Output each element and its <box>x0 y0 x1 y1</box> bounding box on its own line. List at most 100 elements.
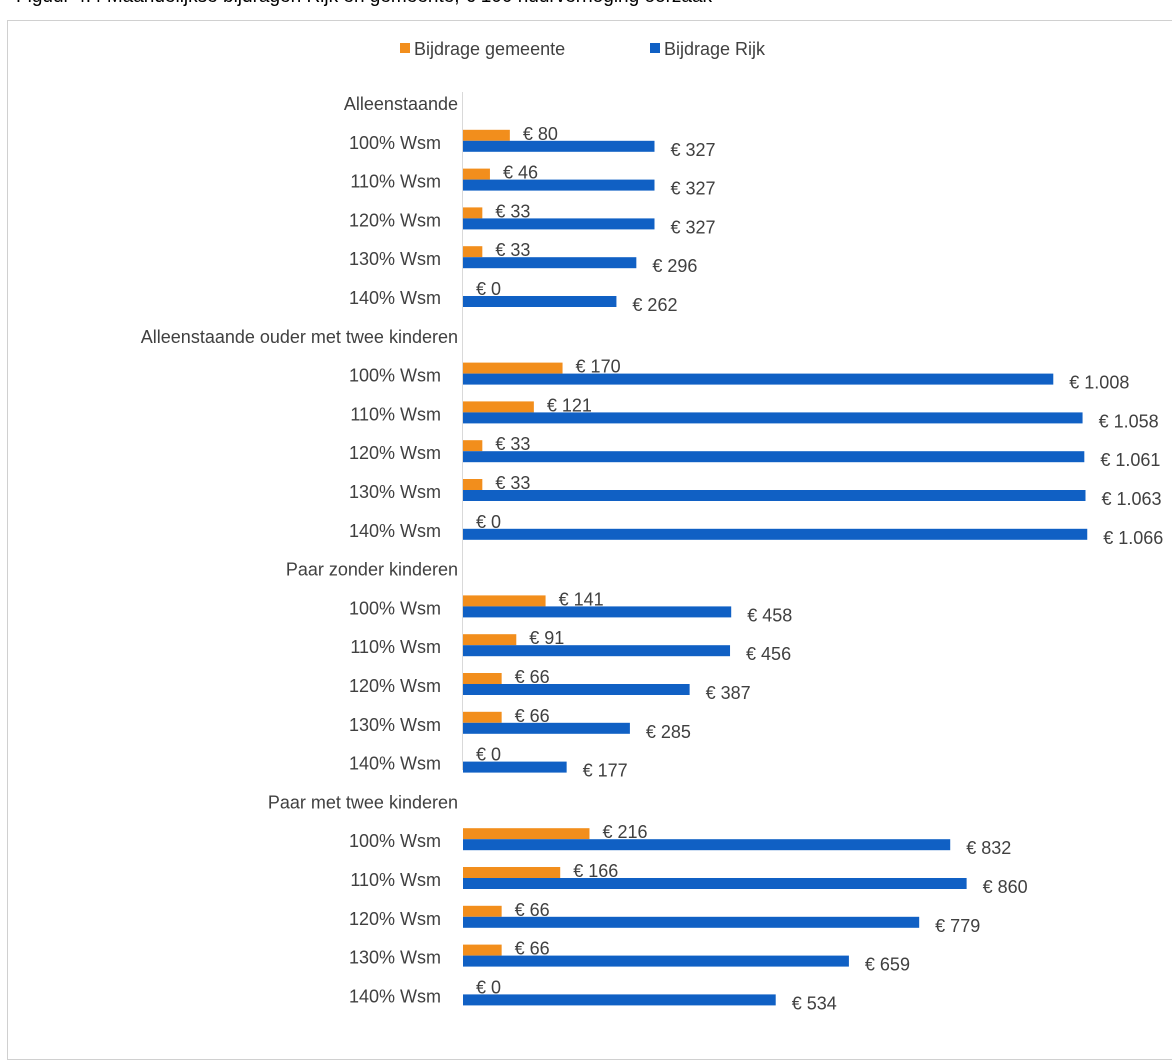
bar-gemeente <box>463 246 483 258</box>
data-label-gemeente: € 33 <box>495 434 530 454</box>
row-label: 100% Wsm <box>349 133 441 153</box>
data-label-rijk: € 860 <box>983 877 1028 897</box>
data-label-gemeente: € 46 <box>503 163 538 183</box>
bar-rijk <box>463 490 1086 501</box>
bars-layer: Alleenstaande 100% Wsm € 80 € 327 110% Wsm € … <box>141 94 1164 1013</box>
bar-rijk <box>463 140 655 152</box>
data-label-gemeente: € 0 <box>476 279 501 299</box>
bar-gemeente <box>463 867 561 878</box>
bar-rijk <box>463 179 655 191</box>
row-label: 120% Wsm <box>349 676 441 696</box>
row-label: 120% Wsm <box>349 443 441 463</box>
data-label-gemeente: € 121 <box>547 395 592 415</box>
bar-gemeente <box>463 207 483 219</box>
row-label: 110% Wsm <box>350 870 441 890</box>
bar-gemeente <box>463 711 502 723</box>
data-label-gemeente: € 166 <box>573 861 618 881</box>
data-label-gemeente: € 170 <box>576 357 621 377</box>
data-label-gemeente: € 33 <box>495 473 530 493</box>
data-label-gemeente: € 66 <box>515 900 550 920</box>
data-label-gemeente: € 80 <box>523 124 558 144</box>
data-label-gemeente: € 33 <box>495 201 530 221</box>
bar-rijk <box>463 761 567 773</box>
data-label-rijk: € 534 <box>792 993 837 1013</box>
row-label: 140% Wsm <box>349 754 441 774</box>
legend-label-gemeente: Bijdrage gemeente <box>414 39 565 59</box>
bar-gemeente <box>463 595 546 607</box>
bar-gemeente <box>463 440 483 452</box>
row-label: 130% Wsm <box>349 948 441 968</box>
group-label: Alleenstaande ouder met twee kinderen <box>141 327 458 347</box>
data-label-rijk: € 1.008 <box>1069 373 1129 393</box>
bar-rijk <box>463 684 690 695</box>
data-label-rijk: € 1.058 <box>1099 411 1159 431</box>
row-label: 130% Wsm <box>349 249 441 269</box>
bar-gemeente <box>463 673 502 684</box>
figure-caption: Figuur 4.4 Maandelijkse bijdragen Rijk e… <box>16 0 712 8</box>
bar-gemeente <box>463 479 483 490</box>
legend-swatch-gemeente <box>400 43 410 53</box>
bar-rijk <box>463 839 951 851</box>
legend: Bijdrage gemeente Bijdrage Rijk <box>400 39 766 59</box>
legend-swatch-rijk <box>650 43 660 53</box>
data-label-rijk: € 456 <box>746 644 791 664</box>
data-label-gemeente: € 91 <box>529 628 564 648</box>
data-label-rijk: € 327 <box>670 140 715 160</box>
bar-gemeente <box>463 944 502 956</box>
bar-rijk <box>463 218 655 230</box>
data-label-rijk: € 1.063 <box>1101 489 1161 509</box>
bar-rijk <box>463 296 617 307</box>
row-label: 110% Wsm <box>350 404 441 424</box>
data-label-gemeente: € 0 <box>476 512 501 532</box>
group-label: Paar met twee kinderen <box>268 792 458 812</box>
bar-rijk <box>463 645 731 657</box>
bar-gemeente <box>463 362 563 374</box>
bar-rijk <box>463 412 1083 424</box>
bar-rijk <box>463 606 732 618</box>
bar-gemeente <box>463 401 534 413</box>
bar-rijk <box>463 257 637 269</box>
row-label: 140% Wsm <box>349 986 441 1006</box>
group-label: Alleenstaande <box>344 94 458 114</box>
data-label-rijk: € 1.066 <box>1103 528 1163 548</box>
data-label-rijk: € 177 <box>583 761 628 781</box>
data-label-gemeente: € 141 <box>559 589 604 609</box>
row-label: 130% Wsm <box>349 482 441 502</box>
data-label-rijk: € 285 <box>646 722 691 742</box>
data-label-rijk: € 659 <box>865 955 910 975</box>
row-label: 100% Wsm <box>349 366 441 386</box>
bar-rijk <box>463 451 1085 463</box>
bar-rijk <box>463 955 849 967</box>
data-label-rijk: € 779 <box>935 916 980 936</box>
row-label: 120% Wsm <box>349 909 441 929</box>
row-label: 130% Wsm <box>349 715 441 735</box>
data-label-gemeente: € 0 <box>476 745 501 765</box>
row-label: 100% Wsm <box>349 831 441 851</box>
data-label-rijk: € 327 <box>670 217 715 237</box>
row-label: 140% Wsm <box>349 288 441 308</box>
data-label-rijk: € 458 <box>747 605 792 625</box>
group-label: Paar zonder kinderen <box>286 560 458 580</box>
data-label-rijk: € 327 <box>670 179 715 199</box>
bar-rijk <box>463 528 1088 540</box>
data-label-rijk: € 1.061 <box>1100 450 1160 470</box>
row-label: 100% Wsm <box>349 598 441 618</box>
data-label-gemeente: € 66 <box>515 667 550 687</box>
row-label: 120% Wsm <box>349 210 441 230</box>
legend-label-rijk: Bijdrage Rijk <box>664 39 766 59</box>
row-label: 140% Wsm <box>349 521 441 541</box>
row-label: 110% Wsm <box>350 172 441 192</box>
bar-gemeente <box>463 168 490 180</box>
bar-gemeente <box>463 828 590 840</box>
data-label-rijk: € 387 <box>706 683 751 703</box>
bar-rijk <box>463 878 967 889</box>
row-label: 110% Wsm <box>350 637 441 657</box>
bar-rijk <box>463 373 1054 385</box>
bar-rijk <box>463 994 776 1006</box>
data-label-rijk: € 832 <box>966 838 1011 858</box>
bar-rijk <box>463 722 630 734</box>
data-label-rijk: € 296 <box>652 256 697 276</box>
bar-gemeente <box>463 129 510 141</box>
figure-caption-area: Figuur 4.4 Maandelijkse bijdragen Rijk e… <box>0 0 1172 20</box>
data-label-gemeente: € 33 <box>495 240 530 260</box>
